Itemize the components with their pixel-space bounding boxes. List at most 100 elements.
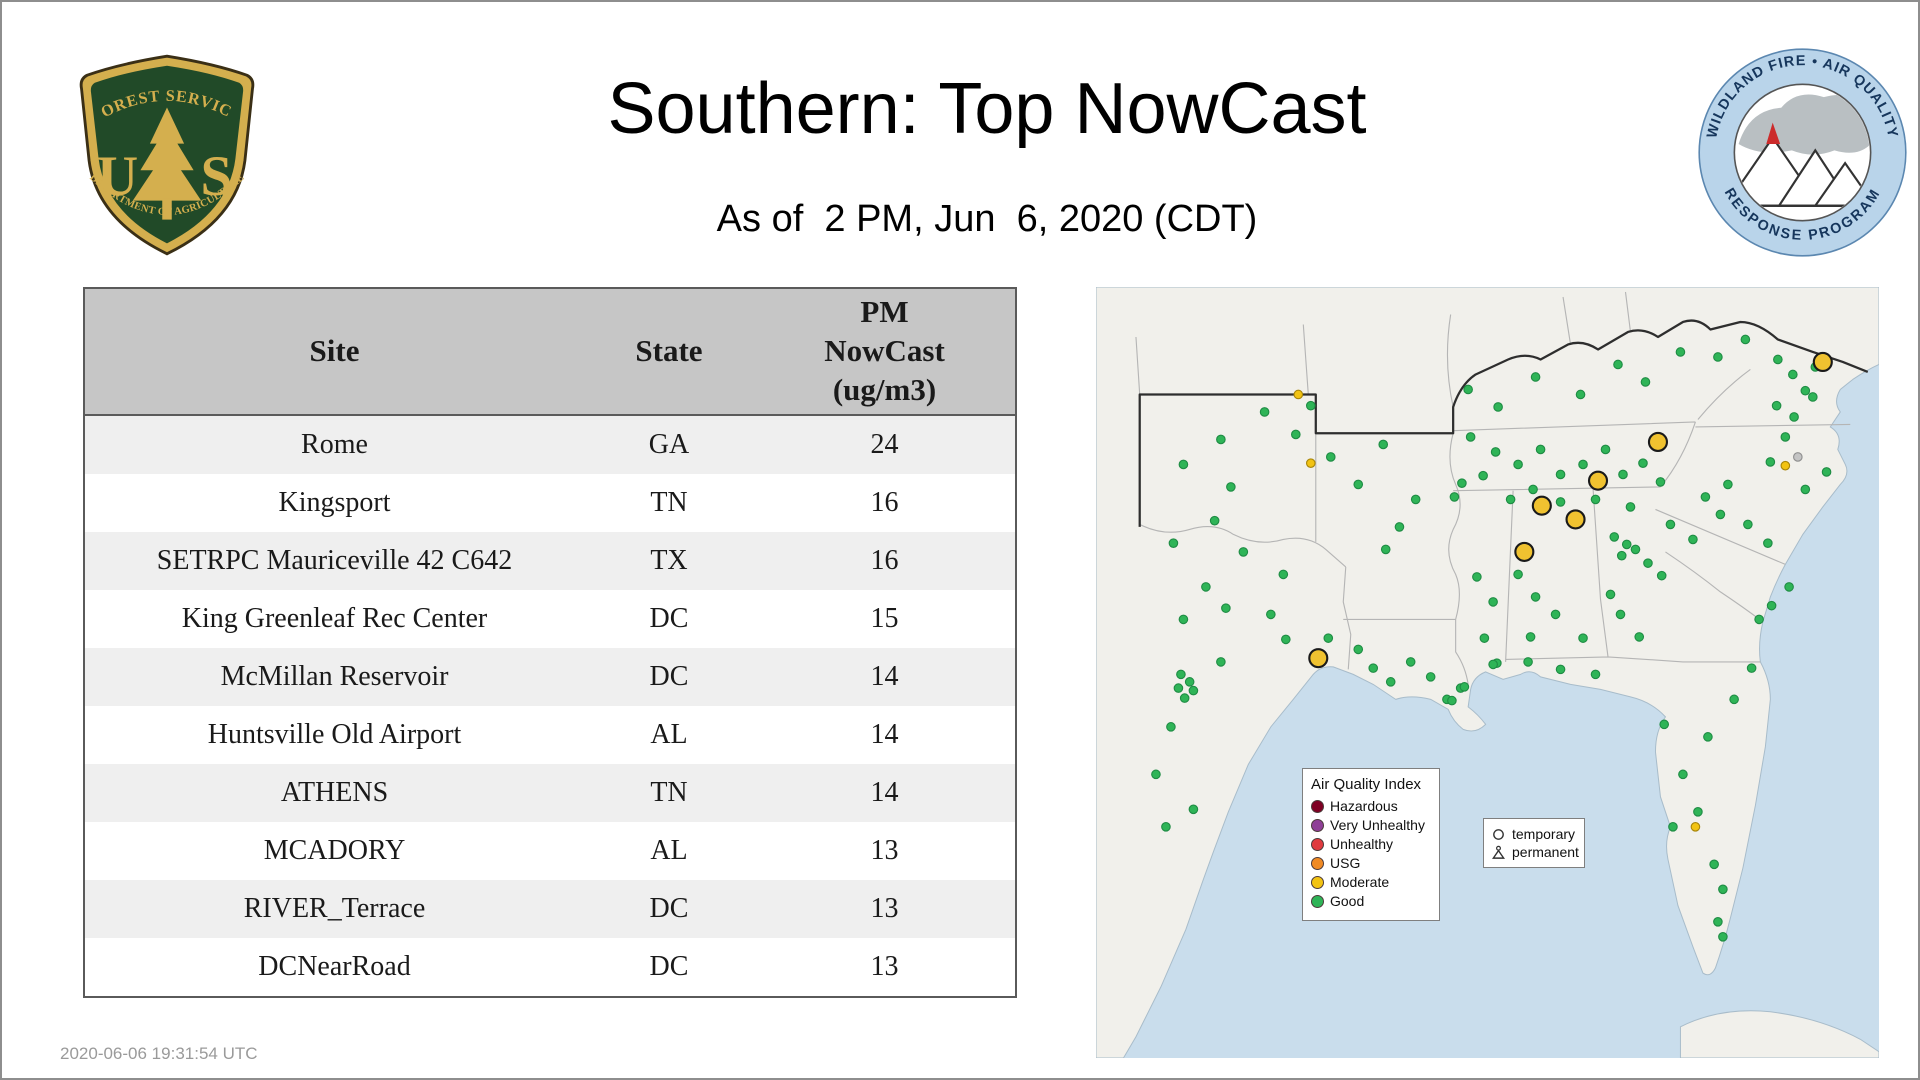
- table-row: McMillan Reservoir DC 14: [84, 648, 1016, 706]
- site-cell: SETRPC Mauriceville 42 C642: [156, 545, 513, 576]
- site-cell: Kingsport: [278, 487, 391, 518]
- monitor-dot-good: [1640, 377, 1651, 387]
- monitor-dot-good: [1368, 663, 1379, 673]
- value-cell: 15: [870, 603, 899, 634]
- monitor-dot-good: [1765, 457, 1776, 467]
- value-cell: 14: [870, 777, 899, 808]
- monitor-dot-good: [1729, 694, 1739, 705]
- aqi-item-label: Moderate: [1330, 874, 1390, 890]
- monitor-dot-good: [1715, 509, 1726, 520]
- monitor-dot-good: [1578, 633, 1588, 643]
- monitor-dot-moderate: [1780, 460, 1791, 471]
- monitor-dot-good: [1665, 519, 1676, 530]
- monitor-dot-temporary_moderate: [1531, 495, 1552, 516]
- site-cell: RIVER_Terrace: [243, 893, 426, 924]
- monitor-dot-good: [1713, 352, 1723, 362]
- monitor-dot-good: [1821, 467, 1832, 477]
- site-cell: DCNearRoad: [258, 951, 411, 982]
- monitor-dot-good: [1688, 534, 1698, 545]
- site-cell: MCADORY: [263, 835, 406, 866]
- monitor-dot-good: [1493, 402, 1503, 412]
- monitor-dot-moderate: [1293, 389, 1304, 400]
- monitor-dot-good: [1613, 359, 1623, 370]
- state-cell: GA: [648, 429, 690, 460]
- monitor-dot-good: [1151, 769, 1161, 780]
- monitor-dot-good: [1530, 592, 1541, 602]
- monitor-dot-good: [1766, 600, 1777, 611]
- permanent-marker-row: permanent: [1491, 844, 1579, 860]
- monitor-dot-good: [1743, 519, 1753, 530]
- monitor-dot-good: [1550, 609, 1561, 620]
- forest-service-logo: FOREST SERVICE DEPARTMENT OF AGRICULTURE…: [66, 38, 262, 262]
- state-borders: [1135, 291, 1851, 685]
- monitor-dot-good: [1605, 589, 1616, 600]
- monitor-dot-good: [1488, 597, 1498, 607]
- aqi-color-dot: [1311, 818, 1324, 832]
- monitor-dot-good: [1578, 459, 1588, 470]
- monitor-dot-good: [1238, 547, 1249, 557]
- permanent-marker-label: permanent: [1512, 844, 1579, 860]
- monitor-dot-good: [1789, 412, 1799, 422]
- aqi-legend-item: Good: [1311, 893, 1431, 909]
- forest-service-shield-icon: FOREST SERVICE DEPARTMENT OF AGRICULTURE…: [66, 38, 255, 256]
- monitor-dot-good: [1675, 347, 1686, 357]
- state-cell: AL: [650, 719, 688, 750]
- monitor-dot-good: [1505, 494, 1516, 505]
- monitor-dot-good: [1616, 550, 1627, 561]
- nowcast-table-wrap: Site State PM NowCast (ug/m3) Rome GA 24 Ki…: [83, 287, 1017, 998]
- value-cell: 14: [870, 661, 899, 692]
- state-cell: DC: [649, 893, 689, 924]
- monitor-dot-good: [1457, 478, 1467, 488]
- monitor-dot-good: [1281, 634, 1291, 645]
- aqi-color-dot: [1311, 799, 1324, 813]
- flame-icon: [1766, 122, 1781, 144]
- monitor-dot-good: [1465, 432, 1476, 442]
- monitor-dot-good: [1763, 538, 1773, 548]
- monitor-dot-good: [1600, 444, 1611, 455]
- monitor-dot-good: [1513, 459, 1523, 470]
- site-cell: Huntsville Old Airport: [207, 719, 462, 750]
- monitor-dot-good: [1656, 570, 1667, 581]
- monitor-dot-good: [1513, 569, 1523, 580]
- region-map-svg: [1096, 287, 1879, 1058]
- fs-letter-u: U: [97, 145, 138, 208]
- monitor-dot-good: [1535, 444, 1546, 455]
- monitor-dot-good: [1178, 459, 1189, 470]
- table-row: ATHENS TN 14: [84, 764, 1016, 822]
- value-cell: 24: [870, 429, 899, 460]
- value-cell: 16: [870, 545, 899, 576]
- state-cell: TX: [650, 545, 688, 576]
- site-cell: Rome: [301, 429, 368, 460]
- monitor-dot-good: [1609, 532, 1620, 542]
- table-row: MCADORY AL 13: [84, 822, 1016, 880]
- nowcast-table: Site State PM NowCast (ug/m3) Rome GA 24 Ki…: [83, 287, 1017, 998]
- site-cell: King Greenleaf Rec Center: [181, 603, 488, 634]
- monitor-dot-good: [1188, 685, 1199, 696]
- monitor-dot-good: [1754, 614, 1764, 625]
- fs-letter-s: S: [201, 145, 233, 208]
- temporary-marker-row: temporary: [1491, 826, 1577, 842]
- monitor-dot-good: [1659, 719, 1670, 730]
- monitor-dot-temporary_moderate: [1514, 541, 1535, 562]
- generated-timestamp: 2020-06-06 19:31:54 UTC: [60, 1044, 258, 1063]
- value-cell: 16: [870, 487, 899, 518]
- monitor-dot-temporary_moderate: [1647, 431, 1669, 453]
- monitor-dot-good: [1221, 603, 1231, 613]
- monitor-dot-unknown: [1793, 452, 1803, 462]
- monitor-dot-good: [1385, 677, 1396, 687]
- monitor-dot-good: [1590, 669, 1601, 680]
- monitor-dot-good: [1555, 664, 1566, 675]
- monitor-dot-good: [1323, 633, 1334, 643]
- table-row: Huntsville Old Airport AL 14: [84, 706, 1016, 764]
- monitor-dot-good: [1259, 407, 1270, 417]
- monitor-dot-good: [1325, 452, 1336, 462]
- monitor-dot-good: [1780, 432, 1791, 442]
- monitor-dot-good: [1618, 469, 1628, 480]
- monitor-dot-temporary_moderate: [1308, 648, 1329, 669]
- monitor-dot-good: [1784, 582, 1794, 592]
- monitor-dot-good: [1615, 609, 1626, 620]
- response-program-logo: WILDLAND FIRE • AIR QUALITY RESPONSE PRO…: [1696, 46, 1909, 259]
- monitor-dot-good: [1176, 669, 1186, 680]
- monitor-dot-temporary_moderate: [1587, 470, 1609, 491]
